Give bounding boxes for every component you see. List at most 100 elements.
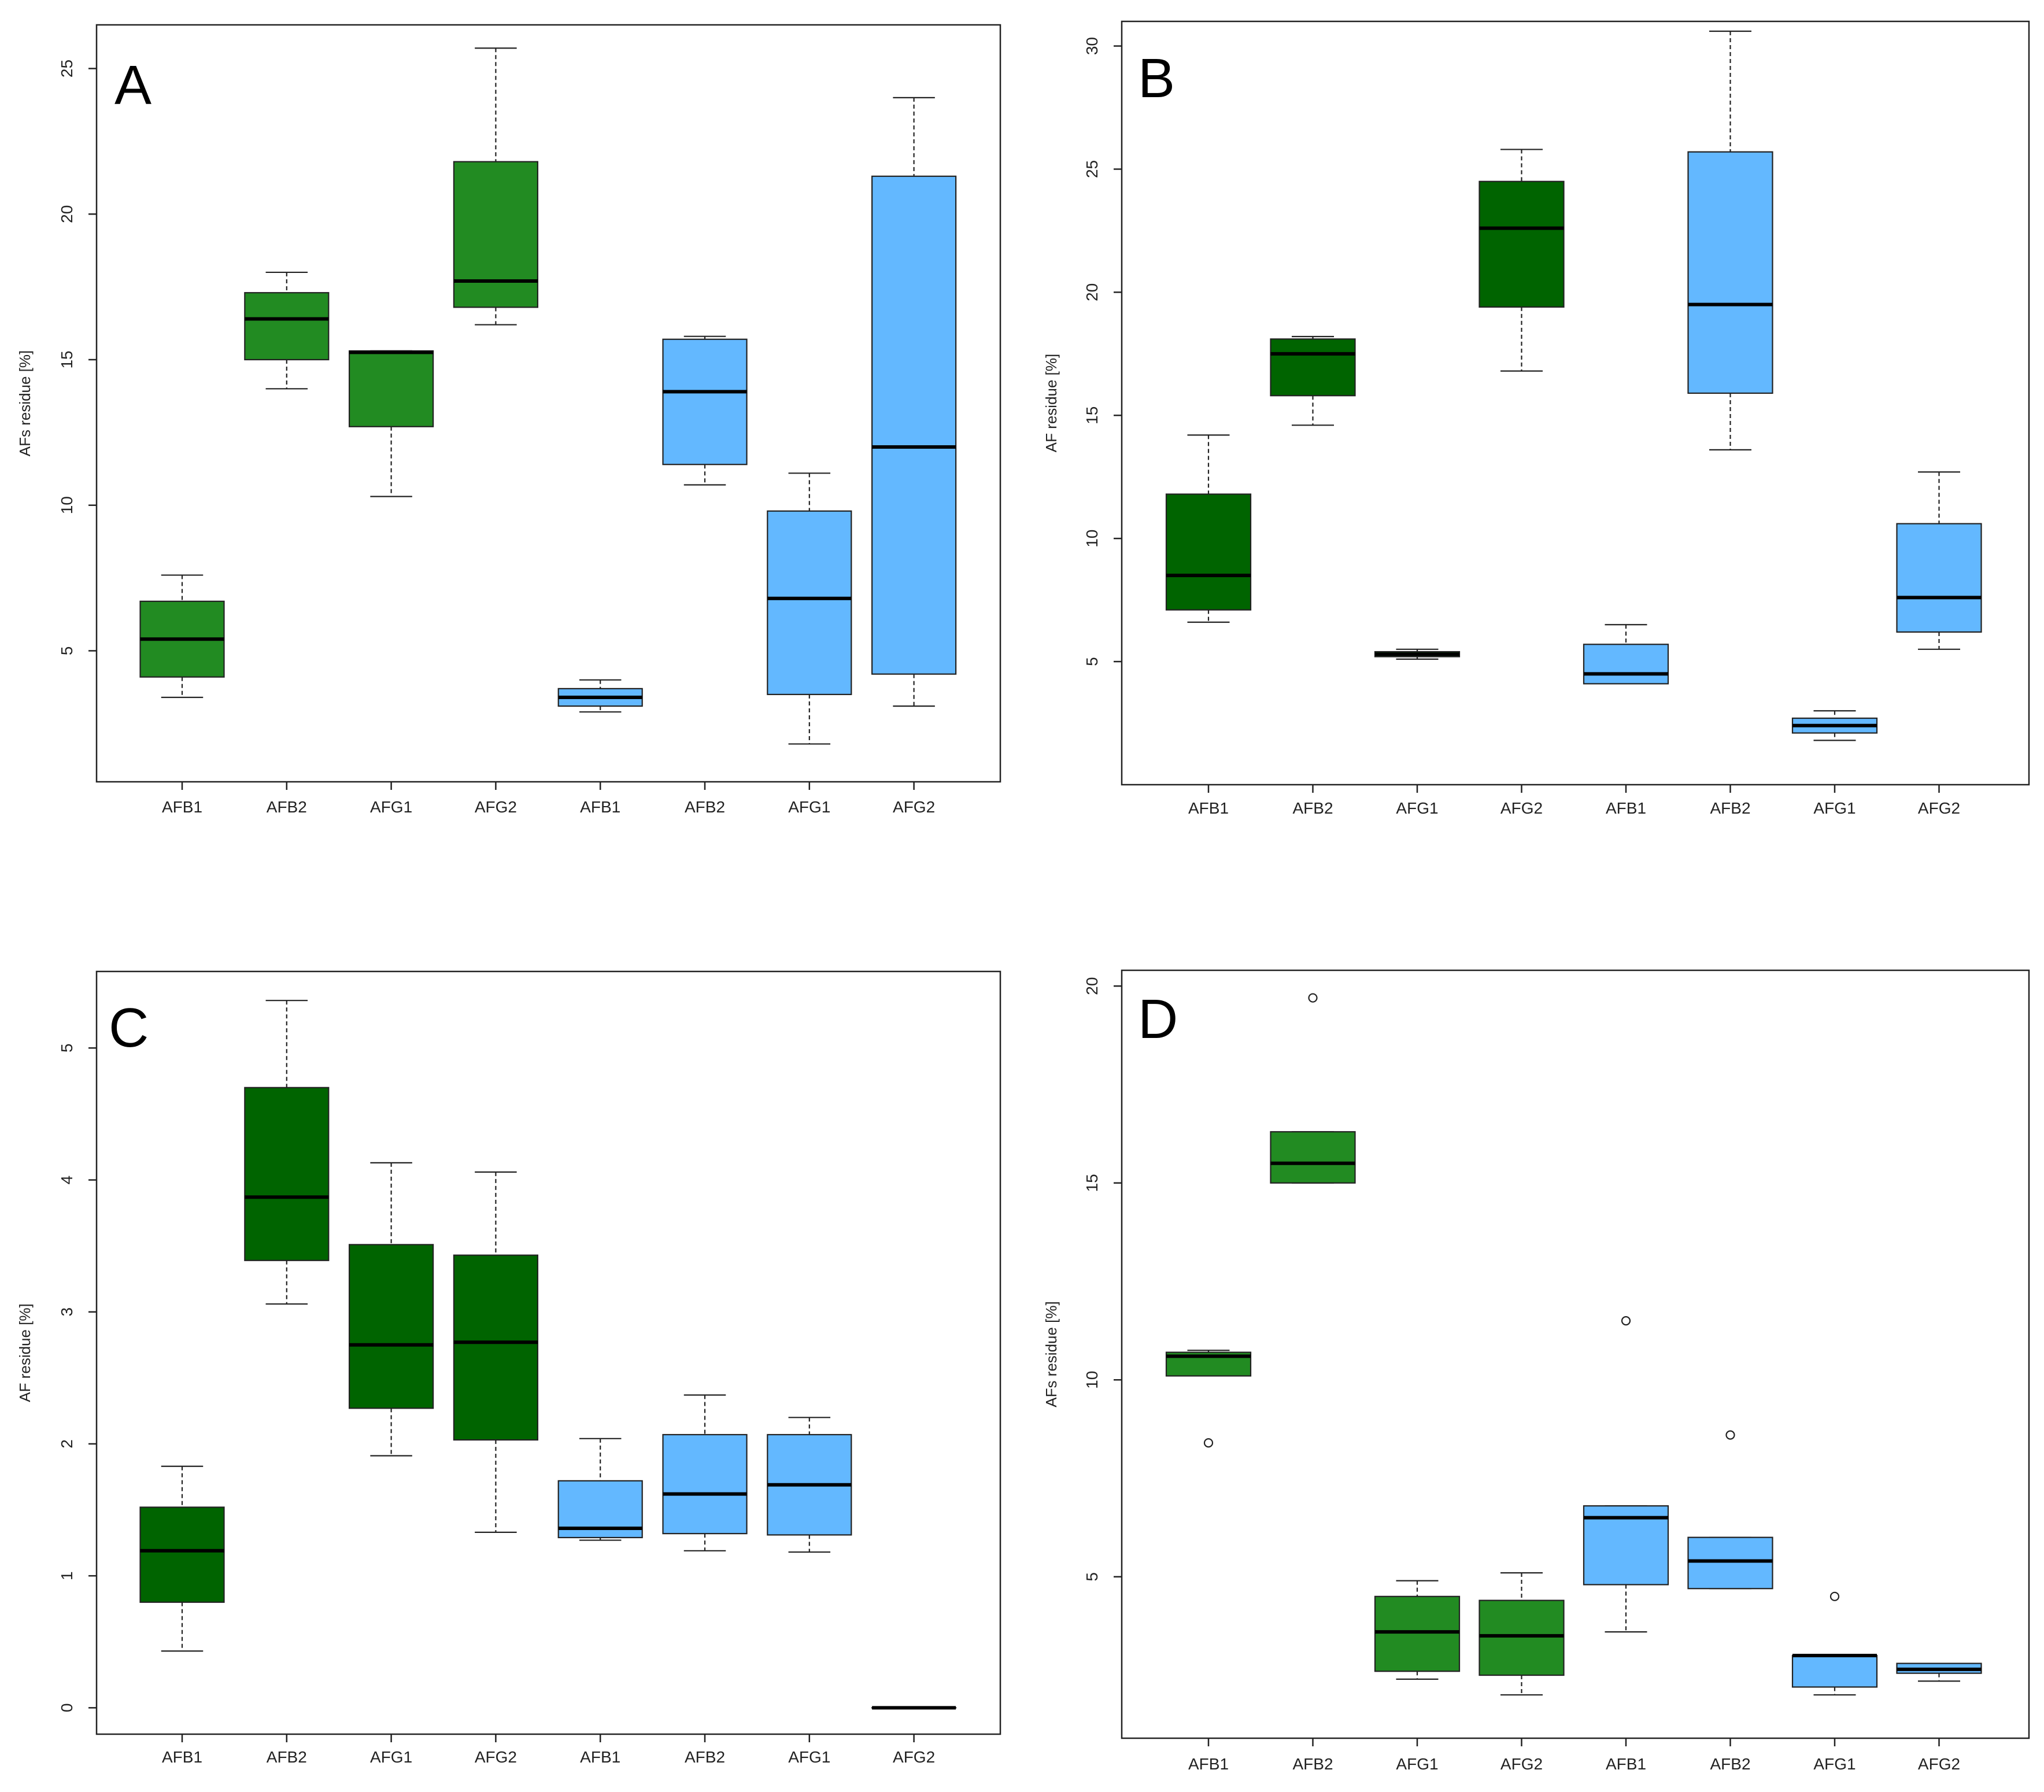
plot-frame (1121, 969, 2030, 1739)
box-afb1-group2 (1583, 624, 1669, 685)
iqr-box (1479, 1599, 1565, 1676)
iqr-box (453, 161, 539, 308)
iqr-box (453, 1254, 539, 1441)
y-tick-label: 20 (1083, 283, 1101, 301)
x-tick-label: AFB2 (267, 1748, 307, 1766)
box-afb1-group1 (139, 574, 225, 699)
box-afb2-group1 (244, 271, 330, 390)
x-tick-label: AFB1 (580, 1748, 620, 1766)
box-afg2-group2 (1896, 471, 1982, 650)
iqr-box (1479, 180, 1565, 308)
box-afb1-group2 (1583, 1316, 1669, 1633)
box-afb1-group1 (1165, 434, 1252, 623)
box-afg2-group2 (871, 97, 957, 707)
box-afg1-group2 (767, 1417, 852, 1553)
x-tick-label: AFG2 (475, 1748, 517, 1766)
y-tick-label: 1 (58, 1571, 76, 1580)
x-tick-label: AFB2 (685, 1748, 725, 1766)
panel-letter: A (114, 54, 151, 116)
x-tick-label: AFG1 (1813, 799, 1856, 817)
y-tick-label: 2 (58, 1439, 76, 1449)
x-tick-label: AFG1 (1396, 799, 1438, 817)
box-afg1-group1 (348, 1162, 434, 1457)
outlier-point (1829, 1591, 1840, 1601)
x-tick-label: AFB1 (162, 1748, 202, 1766)
y-tick-label: 10 (1083, 1371, 1101, 1389)
iqr-box (1791, 1654, 1878, 1688)
iqr-box (244, 1087, 330, 1261)
iqr-box (1165, 493, 1252, 611)
x-tick-label: AFB2 (1710, 1755, 1750, 1773)
iqr-box (871, 175, 957, 675)
x-tick-label: AFG1 (370, 798, 412, 816)
y-tick-label: 15 (58, 350, 76, 368)
x-tick-label: AFG2 (893, 798, 935, 816)
outlier-point (1725, 1430, 1735, 1440)
iqr-box (244, 292, 330, 361)
box-afg1-group1 (1374, 648, 1461, 660)
box-afb2-group1 (1270, 993, 1356, 1184)
box-afb1-group2 (557, 679, 643, 713)
x-tick-label: AFB1 (1606, 1755, 1646, 1773)
y-tick-label: 25 (1083, 160, 1101, 178)
iqr-box (767, 510, 852, 696)
x-tick-label: AFB2 (1292, 799, 1333, 817)
iqr-box (139, 1506, 225, 1603)
x-tick-label: AFB2 (685, 798, 725, 816)
box-afg2-group1 (453, 1171, 539, 1533)
box-afg2-group1 (1479, 1572, 1565, 1696)
y-axis-label: AFs residue [%] (1043, 1301, 1060, 1407)
outlier-point (1621, 1316, 1631, 1326)
box-afb2-group1 (244, 1000, 330, 1305)
x-tick-label: AFG1 (788, 1748, 830, 1766)
y-tick-label: 5 (1083, 657, 1101, 666)
box-afg1-group1 (348, 350, 434, 497)
iqr-box (1896, 523, 1982, 633)
box-afg1-group2 (767, 472, 852, 745)
iqr-box (348, 350, 434, 427)
x-tick-label: AFB1 (1188, 1755, 1229, 1773)
panel-d: D AFs residue [%] 5 10 15 20 AFB1 AFB2 AFG1 AFG2 A… (1043, 969, 2030, 1773)
iqr-box (1583, 644, 1669, 685)
x-tick-label: AFB1 (1606, 799, 1646, 817)
box-afb1-group2 (557, 1438, 643, 1541)
y-tick-label: 0 (58, 1704, 76, 1713)
panel-letter: D (1138, 988, 1178, 1050)
box-afg2-group2 (1896, 1662, 1982, 1682)
outlier-point (1203, 1438, 1214, 1448)
panel-c: C AF residue [%] 0 1 2 3 4 5 AFB1 AFB2 AFG1 AFG2 AFB… (16, 970, 1001, 1766)
x-tick-label: AFG2 (1500, 799, 1543, 817)
panel-a: A AFs residue [%] 5 10 15 20 25 AFB1 AFB2 AFG1 AFG… (16, 24, 1001, 816)
iqr-box (1374, 1595, 1461, 1672)
box-afb1-group1 (139, 1465, 225, 1652)
iqr-box (1687, 151, 1773, 394)
x-tick-label: AFG1 (1813, 1755, 1856, 1773)
outlier-point (1308, 993, 1318, 1003)
iqr-box (1687, 1536, 1773, 1590)
box-afb1-group1 (1165, 1350, 1252, 1448)
y-tick-label: 15 (1083, 1174, 1101, 1192)
y-tick-label: 25 (58, 60, 76, 77)
y-tick-label: 20 (58, 205, 76, 223)
x-tick-label: AFB1 (580, 798, 620, 816)
y-axis-label: AF residue [%] (16, 1303, 34, 1402)
panel-b: B AF residue [%] 5 10 15 20 25 30 AFB1 AFB2 AFG1 AF… (1043, 20, 2030, 817)
box-afb2-group2 (662, 335, 748, 486)
y-tick-label: 20 (1083, 977, 1101, 995)
box-afg2-group1 (1479, 149, 1565, 372)
x-tick-label: AFG2 (475, 798, 517, 816)
x-tick-label: AFB1 (162, 798, 202, 816)
plot-frame (1121, 20, 2030, 786)
x-tick-label: AFG2 (1918, 1755, 1960, 1773)
y-tick-label: 5 (58, 646, 76, 656)
x-tick-label: AFG1 (788, 798, 830, 816)
y-tick-label: 3 (58, 1307, 76, 1317)
x-tick-label: AFG2 (1918, 799, 1960, 817)
plot-frame (95, 970, 1001, 1735)
iqr-box (662, 1433, 748, 1535)
x-tick-label: AFG2 (1500, 1755, 1543, 1773)
box-afb2-group2 (662, 1394, 748, 1551)
x-tick-label: AFB2 (1292, 1755, 1333, 1773)
y-axis-label: AF residue [%] (1043, 354, 1060, 453)
